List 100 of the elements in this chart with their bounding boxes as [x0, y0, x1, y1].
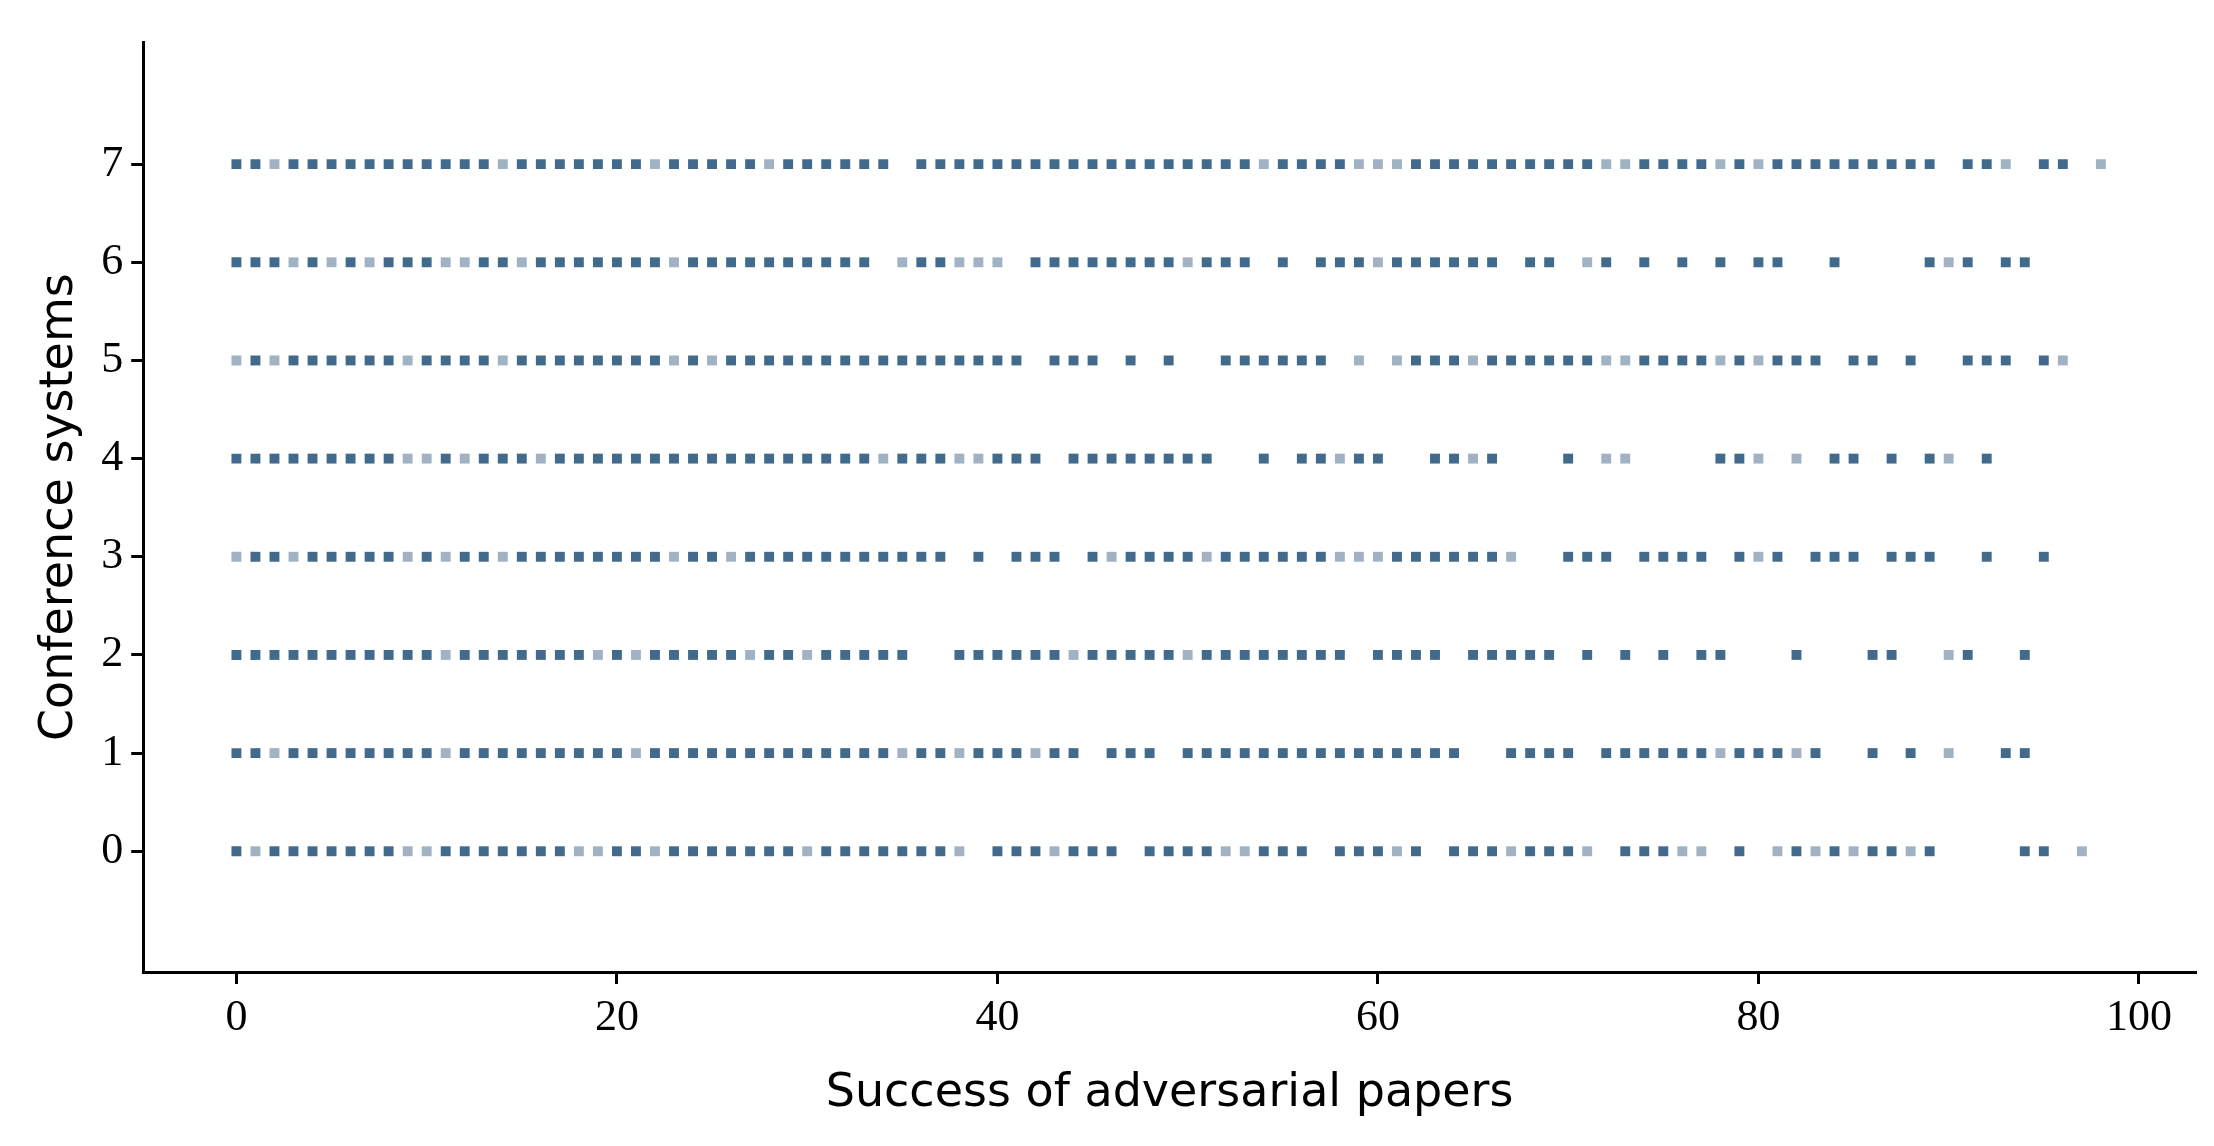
point: [973, 453, 984, 464]
point: [1163, 453, 1174, 464]
point: [783, 453, 794, 464]
point: [269, 159, 280, 170]
point: [1791, 453, 1802, 464]
point: [1392, 846, 1402, 857]
point: [1353, 159, 1364, 170]
point: [440, 748, 451, 759]
point: [1468, 453, 1478, 464]
point: [688, 453, 698, 464]
point: [1182, 453, 1193, 464]
point: [497, 551, 508, 562]
point: [250, 846, 261, 857]
point: [707, 453, 717, 464]
point: [459, 257, 470, 268]
y-axis-title: Conference systems: [28, 273, 83, 742]
point: [992, 257, 1003, 268]
point: [478, 453, 489, 464]
point: [764, 159, 775, 170]
y-tick-label: 6: [101, 234, 124, 284]
point: [1011, 453, 1022, 464]
point: [383, 453, 394, 464]
x-tick-label: 40: [975, 990, 1020, 1040]
point: [1753, 159, 1764, 170]
point: [1315, 453, 1326, 464]
point: [1068, 453, 1079, 464]
point: [1943, 748, 1954, 759]
point: [1334, 453, 1345, 464]
point: [288, 453, 299, 464]
point: [1563, 453, 1574, 464]
point: [231, 355, 242, 366]
y-tick-label: 2: [101, 627, 124, 677]
point: [954, 257, 965, 268]
point: [440, 551, 451, 562]
point: [573, 846, 584, 857]
point: [250, 453, 261, 464]
point: [992, 453, 1003, 464]
point: [631, 649, 641, 660]
point: [1372, 257, 1383, 268]
point: [650, 159, 660, 170]
point: [1753, 355, 1764, 366]
point: [954, 748, 965, 759]
point: [840, 453, 851, 464]
point: [592, 453, 603, 464]
point: [1829, 453, 1840, 464]
point: [1353, 551, 1364, 562]
point: [802, 846, 813, 857]
point: [1372, 453, 1383, 464]
point: [1030, 453, 1041, 464]
point: [669, 551, 679, 562]
point: [326, 453, 337, 464]
point: [764, 453, 775, 464]
point: [288, 257, 299, 268]
point: [1715, 355, 1726, 366]
point: [1601, 453, 1612, 464]
point: [1791, 748, 1802, 759]
point: [650, 846, 660, 857]
point: [1981, 453, 1992, 464]
point: [231, 551, 242, 562]
point: [1030, 748, 1041, 759]
point: [345, 453, 356, 464]
point: [1924, 453, 1935, 464]
point: [1392, 159, 1402, 170]
point: [1353, 453, 1364, 464]
point: [650, 453, 660, 464]
point: [954, 846, 965, 857]
point: [802, 453, 813, 464]
point: [1353, 355, 1364, 366]
point: [1620, 453, 1631, 464]
point: [1220, 846, 1231, 857]
point: [1848, 846, 1859, 857]
point: [1468, 355, 1478, 366]
point: [973, 257, 984, 268]
point: [726, 453, 737, 464]
x-axis-title: Success of adversarial papers: [825, 1063, 1514, 1118]
point: [1677, 846, 1688, 857]
point: [2057, 355, 2068, 366]
point: [497, 453, 508, 464]
point: [859, 453, 870, 464]
point: [707, 355, 717, 366]
y-tick-label: 5: [101, 333, 124, 383]
point: [554, 453, 565, 464]
point: [269, 453, 280, 464]
x-tick-label: 100: [2105, 990, 2172, 1040]
point: [364, 453, 375, 464]
point: [1620, 159, 1631, 170]
point: [916, 453, 927, 464]
point: [402, 453, 413, 464]
point: [1943, 649, 1954, 660]
point: [1886, 453, 1897, 464]
x-tick-label: 60: [1355, 990, 1400, 1040]
point: [402, 551, 413, 562]
point: [535, 453, 546, 464]
point: [516, 453, 527, 464]
point: [1296, 453, 1307, 464]
point: [1087, 453, 1098, 464]
point: [592, 846, 603, 857]
point: [631, 453, 641, 464]
point: [269, 355, 280, 366]
point: [2095, 159, 2106, 170]
